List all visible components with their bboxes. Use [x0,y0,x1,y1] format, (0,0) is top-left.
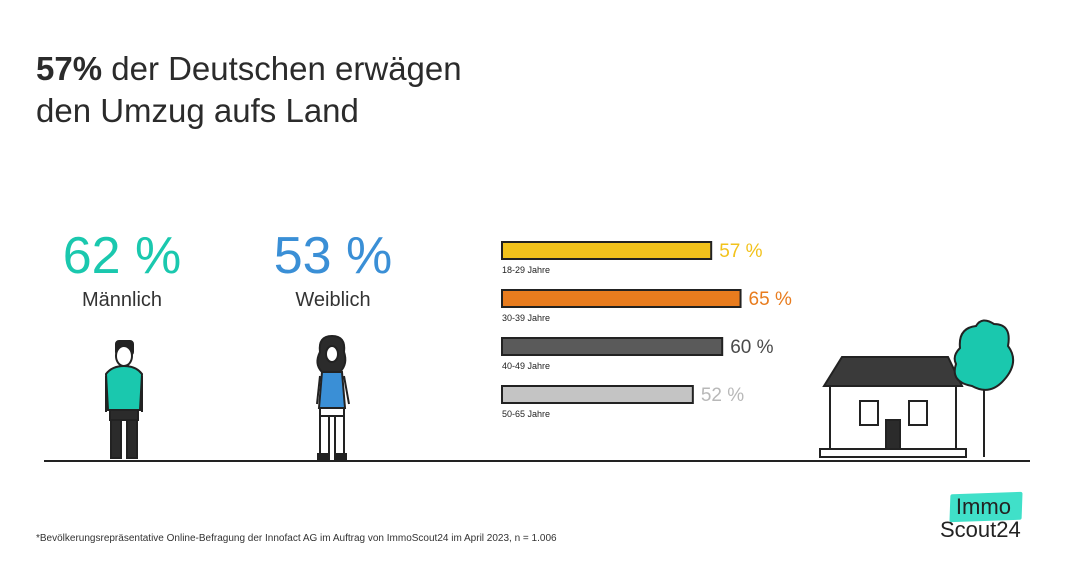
title-highlight: 57% [36,50,103,87]
female-figure-icon [316,334,350,460]
bar-category-label: 50-65 Jahre [502,409,550,419]
stat-female-value: 53 % [273,227,393,285]
bar-30-39 [501,289,742,308]
stat-male-label: Männlich [81,289,163,311]
tree-icon [953,319,1015,457]
title-line2: den Umzug aufs Land [36,92,359,129]
bar-value-label: 65 % [749,289,792,310]
age-bar-chart: 57 % 18-29 Jahre 65 % 30-39 Jahre 60 % 40-49 … [501,241,792,419]
male-figure-icon [104,340,144,459]
logo-scout-text: Scout24 [940,517,1021,542]
immoscout24-logo: Immo Scout24 [940,491,1040,545]
bar-category-label: 30-39 Jahre [502,313,550,323]
stat-male: 62 % Männlich [32,228,212,312]
page-title: 57% der Deutschen erwägen den Umzug aufs… [36,48,462,132]
stat-female: 53 % Weiblich [243,228,423,312]
stat-male-value: 62 % [62,227,182,285]
stat-female-label: Weiblich [295,289,371,311]
house-icon [819,356,967,458]
bar-category-label: 18-29 Jahre [502,265,550,275]
footnote: *Bevölkerungsrepräsentative Online-Befra… [36,533,557,544]
bar-value-label: 60 % [730,337,773,358]
bar-category-label: 40-49 Jahre [502,361,550,371]
title-rest-line1: der Deutschen erwägen [111,50,462,87]
bar-18-29 [501,241,713,260]
bar-40-49 [501,337,724,356]
bar-value-label: 52 % [701,385,744,406]
bar-50-65 [501,385,694,404]
bar-value-label: 57 % [719,241,762,262]
